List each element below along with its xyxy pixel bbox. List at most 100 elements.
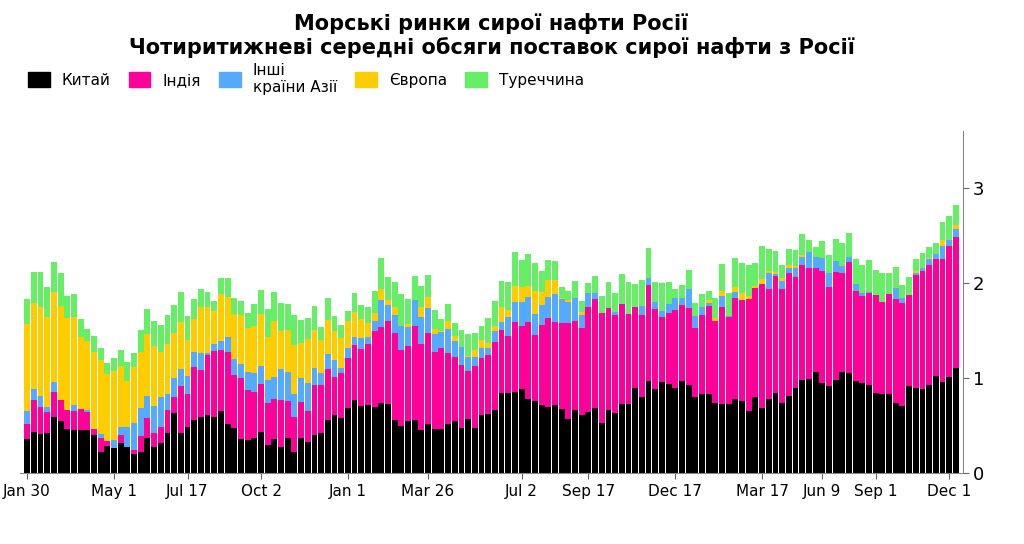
Bar (51, 262, 56, 293)
Bar (338, 325, 344, 338)
Bar (906, 386, 912, 473)
Bar (745, 265, 752, 296)
Bar (793, 250, 799, 266)
Bar (953, 225, 958, 228)
Bar (465, 357, 471, 371)
Bar (191, 353, 198, 367)
Bar (859, 384, 865, 473)
Bar (565, 291, 571, 300)
Bar (686, 270, 691, 289)
Bar (745, 296, 752, 299)
Bar (592, 276, 598, 293)
Bar (178, 369, 183, 386)
Bar (666, 313, 672, 384)
Bar (732, 399, 738, 473)
Bar (859, 293, 865, 295)
Bar (652, 388, 658, 473)
Bar (586, 412, 591, 473)
Bar (245, 390, 251, 440)
Bar (372, 292, 378, 313)
Bar (572, 281, 578, 298)
Bar (191, 299, 198, 318)
Bar (779, 403, 785, 473)
Bar (71, 317, 77, 405)
Bar (478, 340, 484, 348)
Bar (920, 268, 926, 271)
Bar (118, 443, 124, 473)
Bar (866, 385, 872, 473)
Bar (125, 447, 130, 473)
Bar (819, 241, 825, 258)
Bar (144, 418, 151, 438)
Bar (472, 350, 478, 357)
Bar (292, 417, 297, 453)
Bar (846, 257, 852, 262)
Bar (271, 292, 278, 320)
Bar (265, 403, 270, 446)
Bar (245, 328, 251, 373)
Bar (358, 349, 365, 406)
Bar (158, 352, 164, 397)
Legend: Китай, Індія, Інші
країни Азії, Європа, Туреччина: Китай, Індія, Інші країни Азії, Європа, … (28, 63, 584, 95)
Bar (699, 394, 705, 473)
Bar (953, 205, 958, 225)
Bar (940, 222, 945, 240)
Bar (940, 258, 945, 382)
Bar (152, 406, 157, 433)
Bar (599, 423, 605, 473)
Bar (38, 435, 43, 473)
Bar (205, 353, 211, 355)
Bar (512, 286, 518, 302)
Bar (91, 353, 97, 429)
Bar (251, 326, 257, 373)
Bar (311, 368, 317, 385)
Bar (432, 429, 437, 473)
Bar (639, 397, 645, 473)
Bar (44, 412, 50, 432)
Bar (525, 399, 531, 473)
Bar (104, 441, 111, 446)
Bar (258, 366, 264, 385)
Bar (71, 405, 77, 411)
Bar (572, 320, 578, 411)
Bar (184, 339, 190, 376)
Bar (332, 316, 338, 331)
Bar (866, 259, 872, 293)
Bar (406, 324, 411, 327)
Bar (392, 282, 397, 307)
Bar (118, 350, 124, 366)
Bar (666, 384, 672, 473)
Bar (251, 437, 257, 473)
Bar (753, 263, 759, 286)
Bar (298, 320, 304, 343)
Bar (84, 329, 90, 341)
Bar (459, 330, 465, 347)
Bar (679, 298, 685, 305)
Bar (144, 396, 151, 418)
Bar (165, 410, 170, 433)
Bar (438, 331, 444, 332)
Bar (726, 404, 732, 473)
Bar (859, 265, 865, 293)
Bar (198, 307, 204, 353)
Bar (626, 404, 632, 473)
Bar (472, 366, 478, 428)
Bar (305, 383, 310, 411)
Bar (772, 393, 778, 473)
Bar (766, 271, 772, 274)
Bar (779, 265, 785, 278)
Bar (853, 259, 858, 283)
Bar (184, 427, 190, 473)
Bar (31, 271, 37, 303)
Bar (258, 314, 264, 366)
Bar (899, 285, 905, 298)
Bar (485, 355, 492, 413)
Bar (285, 438, 291, 473)
Bar (692, 302, 698, 316)
Bar (565, 323, 571, 419)
Bar (505, 310, 511, 317)
Bar (131, 353, 137, 367)
Bar (438, 349, 444, 429)
Bar (452, 336, 458, 341)
Bar (753, 286, 759, 288)
